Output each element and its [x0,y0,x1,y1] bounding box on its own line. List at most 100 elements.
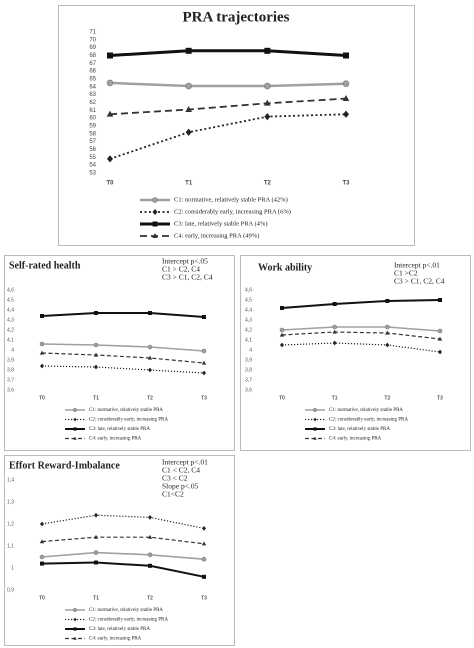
y-tick-label: 63 [89,92,96,98]
data-point [39,539,45,544]
annotation: C3 < C2 [162,474,188,483]
y-tick-label: 4,2 [7,327,14,333]
y-tick-label: 4,4 [7,307,14,313]
data-point [94,311,98,315]
y-tick-label: 71 [89,30,96,36]
data-point [94,560,98,565]
y-tick-label: 1 [11,565,14,571]
y-tick-label: 70 [89,37,96,43]
data-point [147,344,153,350]
data-point [342,94,350,101]
x-tick-label: T2 [147,595,153,601]
x-tick-label: T0 [39,395,45,401]
annotation: C1 < C2, C4 [162,466,200,475]
annotation: Slope p<.05 [162,482,199,491]
data-point [148,515,152,520]
data-point [147,552,153,558]
data-point [385,330,390,335]
data-point [437,328,443,334]
data-point [438,298,442,302]
chart-title: PRA trajectories [182,9,289,25]
legend-label: C4: early, increasing PRA [89,437,142,442]
legend-marker [313,417,317,422]
panel-frame [58,5,415,246]
data-point [343,52,349,59]
data-point [148,563,152,568]
legend-label: C2: considerably early, increasing PRA [89,618,168,623]
panel-frame [240,255,471,451]
series-line [41,352,205,364]
data-point [202,370,206,376]
legend-marker [152,221,158,227]
legend-marker [313,436,317,440]
y-tick-label: 58 [89,131,96,137]
data-point [93,534,99,539]
y-tick-label: 54 [89,163,96,169]
y-tick-label: 3,7 [245,377,252,383]
data-point [201,541,207,546]
x-tick-label: T1 [93,595,99,601]
data-point [264,82,271,90]
data-point [202,315,206,319]
y-tick-label: 1,4 [7,477,14,483]
legend-label: C4: early, increasing PRA (49%) [174,232,259,239]
data-point [185,128,192,136]
y-tick-label: 3,7 [7,377,14,383]
legend-marker [152,209,158,215]
series-line [281,342,441,353]
annotation: Intercept p<.01 [394,261,440,270]
legend-label: C3: late, relatively stable PRA (4%) [174,220,268,227]
data-point [343,110,349,118]
legend-marker [73,636,77,640]
y-tick-label: 4,1 [7,337,14,343]
data-point [332,324,337,330]
legend-label: C3: late, relatively stable PRA [329,427,390,432]
data-point [148,367,152,373]
data-point [332,302,337,306]
y-tick-label: 4,5 [7,297,14,303]
x-tick-label: T2 [264,181,272,187]
data-point [40,521,44,527]
series-line [281,331,441,340]
y-tick-label: 4,4 [245,307,252,313]
legend-label: C4: early, increasing PRA [89,637,142,642]
data-point [40,561,44,566]
y-tick-label: 4 [249,347,252,353]
y-tick-label: 4 [11,347,14,353]
data-point [93,342,99,348]
data-point [332,340,337,346]
series-line [109,113,347,160]
annotation: C3 > C1, C2, C4 [162,273,213,282]
y-tick-label: 59 [89,124,96,130]
x-tick-label: T3 [342,181,350,187]
chart-title: Work ability [258,262,312,273]
y-tick-label: 3,6 [245,387,252,393]
annotation: C3 > C1, C2, C4 [394,277,445,286]
y-tick-label: 3,9 [7,357,14,363]
data-point [39,554,45,560]
series-line [41,343,205,352]
y-tick-label: 60 [89,116,96,122]
data-point [342,80,350,87]
series-line [281,326,441,332]
legend-marker [313,408,317,412]
x-tick-label: T0 [279,395,285,401]
data-point [94,512,98,518]
legend-marker [73,436,77,440]
y-tick-label: 4,6 [7,287,14,293]
data-point [185,82,192,90]
chart-title: Effort Reward-Imbalance [9,460,120,471]
y-tick-label: 1,1 [7,543,14,549]
legend-marker [73,427,77,431]
y-tick-label: 3,8 [245,367,252,373]
x-tick-label: T3 [201,595,207,601]
annotation: C1 >C2 [394,269,418,278]
y-tick-label: 64 [89,84,96,90]
y-tick-label: 67 [89,61,96,67]
data-point [201,556,207,562]
annotation: C1 > C2, C4 [162,265,200,274]
data-point [201,348,207,354]
y-tick-label: 1,2 [7,521,14,527]
y-tick-label: 4,2 [245,327,252,333]
legend-label: C3: late, relatively stable PRA [89,427,150,432]
